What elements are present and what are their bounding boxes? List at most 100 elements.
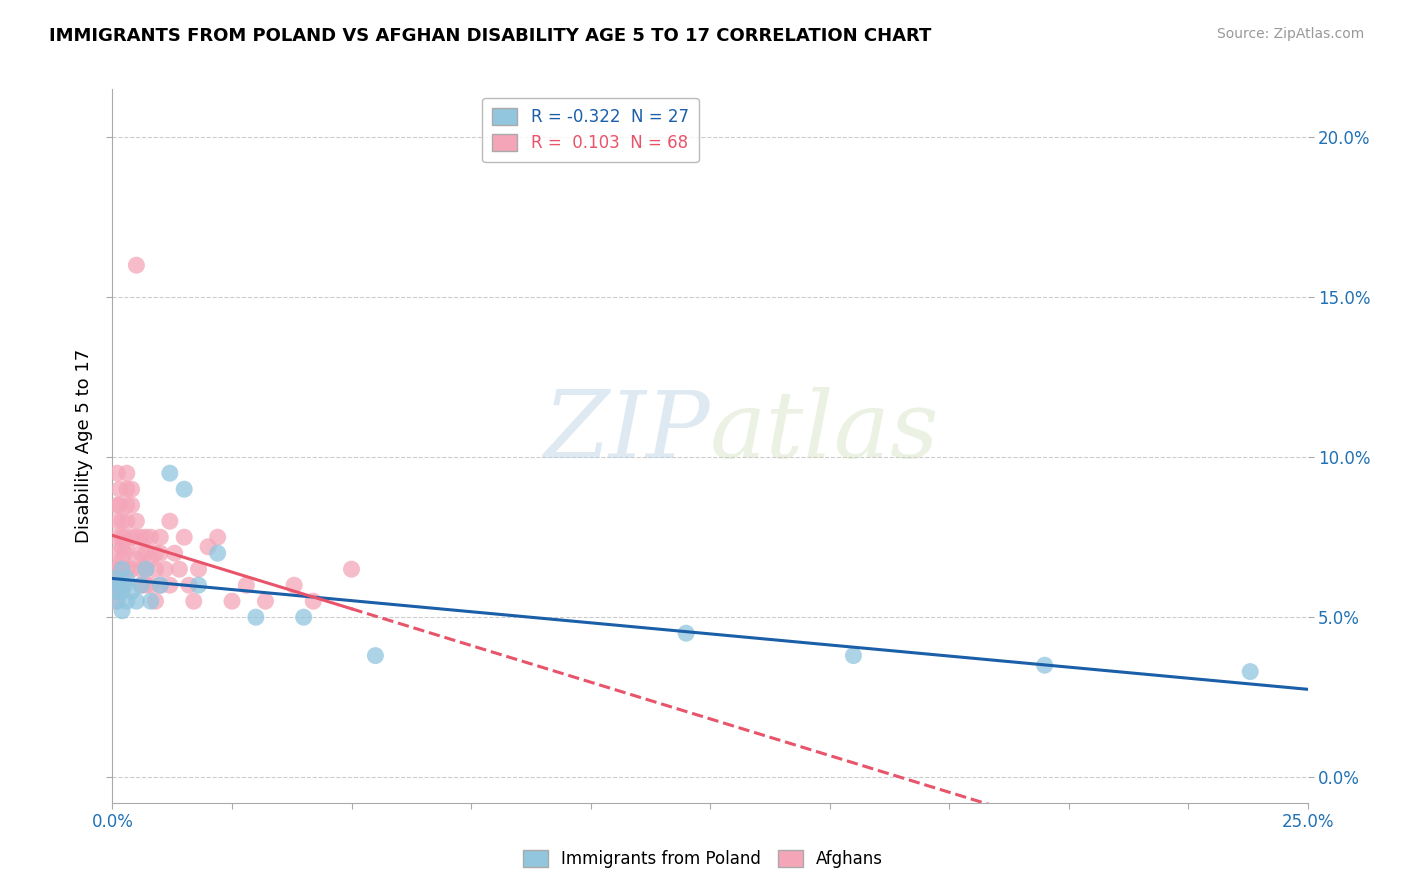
Point <box>159 578 181 592</box>
Point <box>149 578 172 592</box>
Point <box>121 498 143 512</box>
Point <box>221 594 243 608</box>
Point <box>129 578 152 592</box>
Point <box>105 594 128 608</box>
Text: IMMIGRANTS FROM POLAND VS AFGHAN DISABILITY AGE 5 TO 17 CORRELATION CHART: IMMIGRANTS FROM POLAND VS AFGHAN DISABIL… <box>49 27 932 45</box>
Point <box>340 562 363 576</box>
Text: ZIP: ZIP <box>543 387 710 476</box>
Point <box>108 482 131 496</box>
Point <box>283 578 305 592</box>
Point <box>842 648 865 663</box>
Point <box>129 530 152 544</box>
Point <box>207 530 229 544</box>
Point <box>207 546 229 560</box>
Point <box>135 562 157 576</box>
Point <box>149 546 172 560</box>
Point <box>159 466 181 480</box>
Point <box>139 552 162 566</box>
Point <box>235 578 257 592</box>
Point <box>121 584 143 599</box>
Point <box>105 530 128 544</box>
Point <box>129 546 152 560</box>
Point <box>121 562 143 576</box>
Point <box>125 594 148 608</box>
Point <box>145 594 167 608</box>
Point <box>145 562 167 576</box>
Point <box>115 540 138 554</box>
Text: atlas: atlas <box>710 387 939 476</box>
Y-axis label: Disability Age 5 to 17: Disability Age 5 to 17 <box>75 349 93 543</box>
Point <box>111 514 134 528</box>
Point <box>159 514 181 528</box>
Point <box>135 562 157 576</box>
Legend: Immigrants from Poland, Afghans: Immigrants from Poland, Afghans <box>516 843 890 875</box>
Point <box>111 604 134 618</box>
Point <box>105 584 128 599</box>
Point <box>115 572 138 586</box>
Point <box>121 530 143 544</box>
Point <box>105 594 128 608</box>
Point <box>163 546 186 560</box>
Point <box>197 540 219 554</box>
Point <box>114 578 135 592</box>
Point <box>105 466 128 480</box>
Point <box>675 626 697 640</box>
Point <box>111 562 134 576</box>
Point <box>111 584 134 599</box>
Point <box>292 610 315 624</box>
Point <box>111 578 134 592</box>
Text: Source: ZipAtlas.com: Source: ZipAtlas.com <box>1216 27 1364 41</box>
Point <box>103 578 125 592</box>
Point <box>121 482 143 496</box>
Point <box>135 530 157 544</box>
Point <box>149 530 172 544</box>
Point <box>104 572 127 586</box>
Point <box>173 482 195 496</box>
Point <box>108 578 131 592</box>
Point <box>105 498 128 512</box>
Point <box>187 578 209 592</box>
Point <box>139 594 162 608</box>
Point <box>125 552 148 566</box>
Point <box>111 552 134 566</box>
Point <box>135 546 157 560</box>
Point <box>139 530 162 544</box>
Point <box>125 514 148 528</box>
Point <box>254 594 277 608</box>
Legend: R = -0.322  N = 27, R =  0.103  N = 68: R = -0.322 N = 27, R = 0.103 N = 68 <box>482 97 699 162</box>
Point <box>1239 665 1261 679</box>
Point <box>1033 658 1056 673</box>
Point <box>105 562 128 576</box>
Point <box>245 610 267 624</box>
Point <box>114 530 135 544</box>
Point <box>169 562 191 576</box>
Point <box>145 546 167 560</box>
Point <box>173 530 195 544</box>
Point <box>115 482 138 496</box>
Point <box>114 546 135 560</box>
Point <box>115 562 138 576</box>
Point <box>129 562 152 576</box>
Point <box>115 594 138 608</box>
Point <box>104 562 127 576</box>
Point <box>149 578 172 592</box>
Point <box>111 530 134 544</box>
Point <box>139 578 162 592</box>
Point <box>364 648 387 663</box>
Point <box>183 594 205 608</box>
Point <box>104 584 127 599</box>
Point <box>111 540 134 554</box>
Point <box>111 562 134 576</box>
Point <box>115 498 138 512</box>
Point <box>153 562 176 576</box>
Point <box>108 498 131 512</box>
Point <box>135 578 157 592</box>
Point <box>115 514 138 528</box>
Point <box>105 546 128 560</box>
Point <box>177 578 200 592</box>
Point <box>105 514 128 528</box>
Point <box>129 578 152 592</box>
Point <box>125 258 148 272</box>
Point <box>187 562 209 576</box>
Point <box>125 530 148 544</box>
